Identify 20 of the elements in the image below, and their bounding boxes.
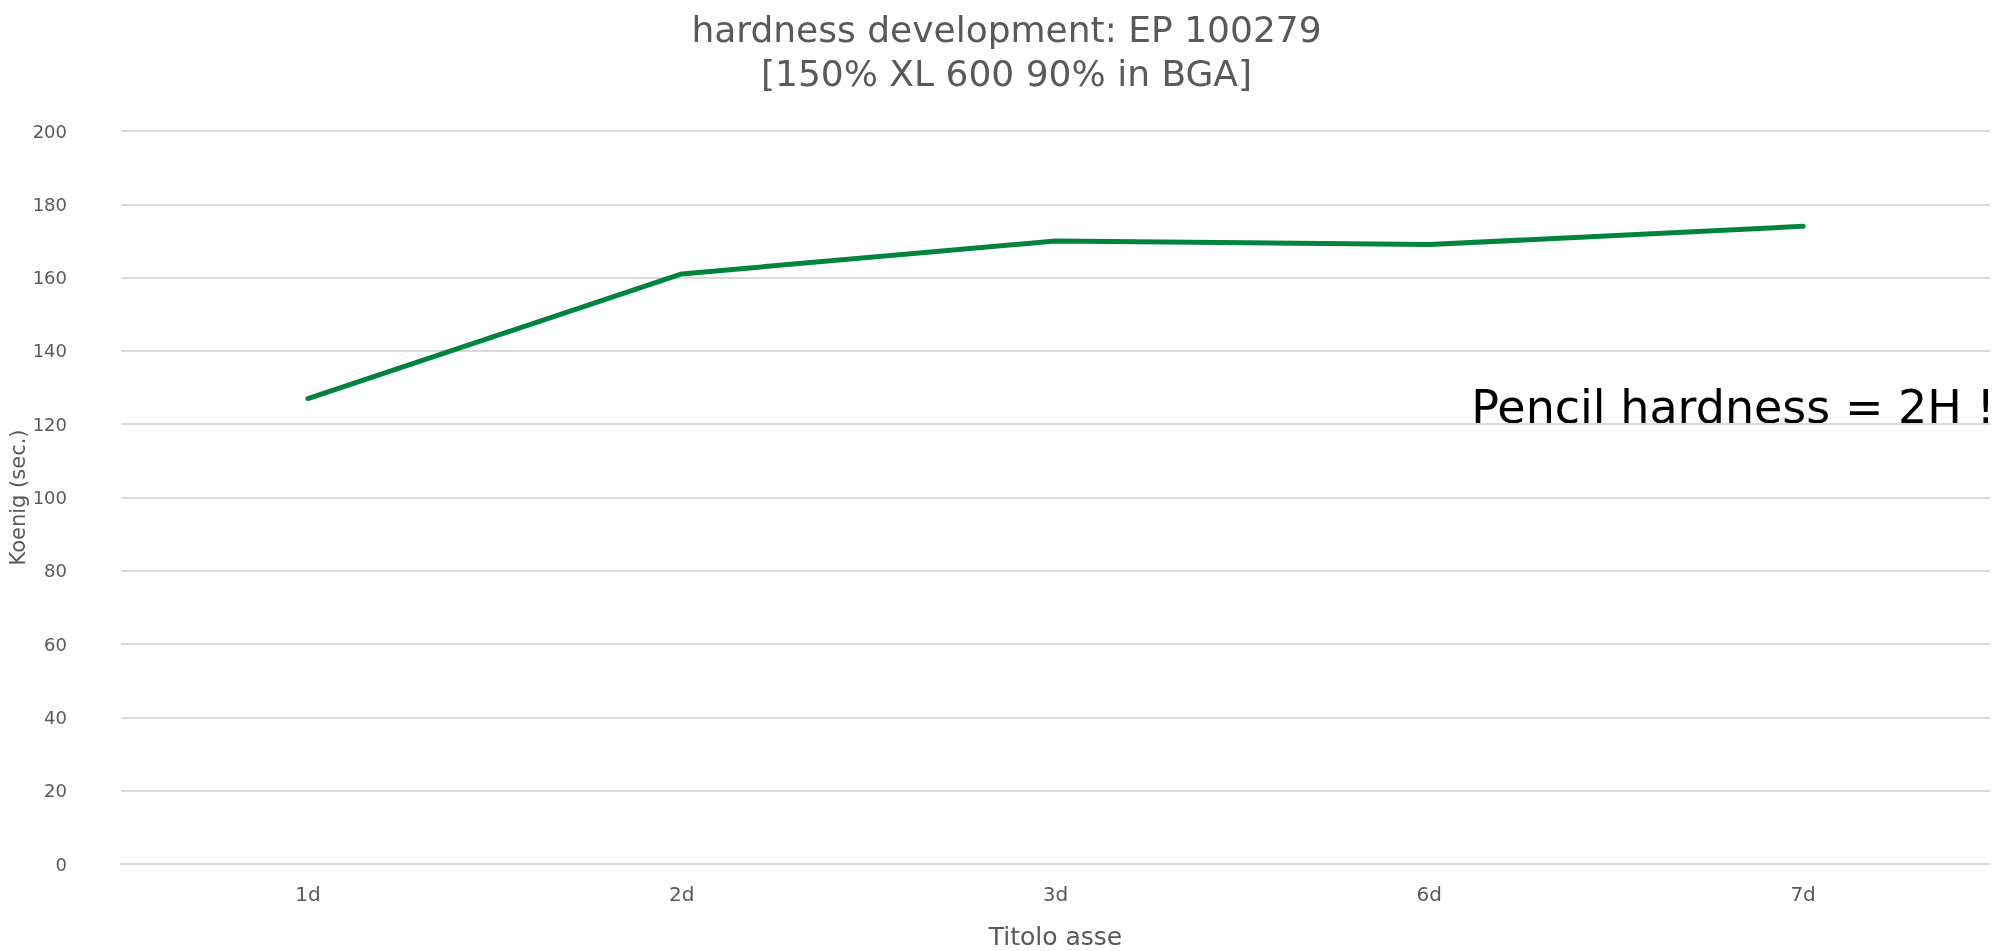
y-tick-label: 120 — [32, 413, 67, 435]
y-tick-label: 200 — [32, 120, 67, 142]
y-tick-label: 0 — [55, 853, 67, 875]
y-tick-label: 40 — [44, 706, 67, 728]
y-tick-label: 100 — [32, 487, 67, 508]
chart-title: hardness development: EP 100279 [150% XL 600 90% in BGA] — [691, 8, 1322, 94]
y-tick-label: 160 — [32, 267, 67, 289]
y-tick-label: 140 — [32, 340, 67, 362]
x-tick-label: 6d — [1416, 882, 1443, 906]
x-tick-label: 3d — [1042, 882, 1069, 906]
x-tick-label: 1d — [295, 882, 321, 906]
y-tick-label: 60 — [44, 633, 67, 655]
y-tick-label: 20 — [44, 780, 67, 802]
x-tick-label: 2d — [668, 882, 695, 906]
y-tick-label: 80 — [44, 560, 67, 582]
y-axis-title: Koenig (sec.) — [5, 429, 30, 566]
annotation: Pencil hardness = 2H ! — [1471, 380, 1996, 434]
x-axis-title: Titolo asse — [987, 922, 1123, 951]
x-tick-label: 7d — [1790, 882, 1816, 906]
y-tick-label: 180 — [32, 193, 67, 215]
